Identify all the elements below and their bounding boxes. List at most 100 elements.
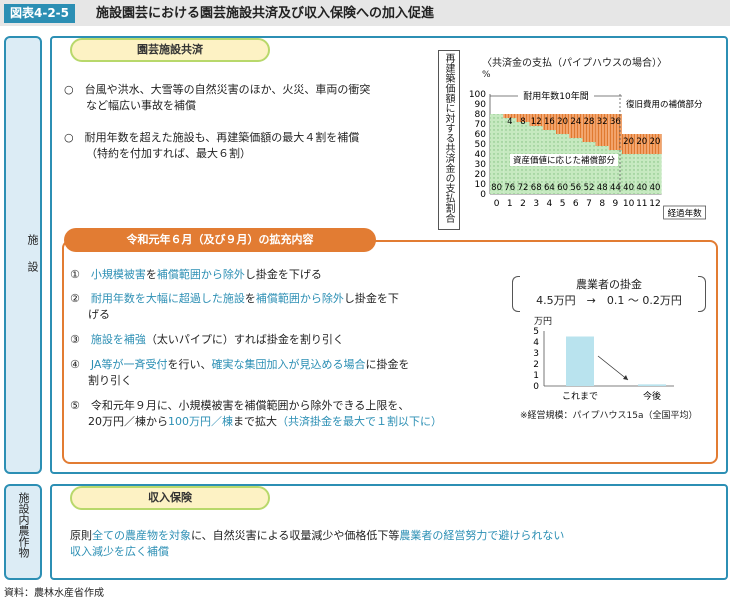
premium-y-tick: 0 — [533, 382, 539, 392]
item-2-highlight-a: 耐用年数を大幅に超過した施設 — [90, 292, 245, 305]
asset-annotation: 資産価値に応じた補償部分 — [513, 155, 616, 166]
item-5-number: ⑤ — [70, 399, 80, 412]
item-5-highlight-c: 100万円／棟 — [168, 415, 233, 428]
item-4-text-b: を行い、 — [167, 358, 212, 371]
income-text-c: に、自然災害による収量減少や価格低下等 — [191, 529, 400, 542]
asset-value-label: 40 — [636, 183, 647, 193]
item-1-number: ① — [70, 268, 80, 281]
income-line-1: 原則全ての農産物を対象に、自然災害による収量減少や価格低下等農業者の経営努力で避… — [70, 528, 564, 544]
chart-ylabel-box: 再建築価額に対する共済金の支払割合 — [438, 50, 460, 230]
premium-title: 農業者の掛金 — [576, 278, 642, 291]
x-tick-label: 2 — [520, 199, 526, 209]
bar-asset — [490, 114, 504, 194]
y-tick-label: 90 — [475, 100, 487, 110]
bar-recovery — [516, 114, 530, 122]
expansion-box — [62, 240, 718, 464]
item-1-text-d: し掛金を下げる — [244, 268, 322, 281]
x-tick-label: 9 — [613, 199, 619, 209]
item-5-text-b: 20万円／棟から — [88, 415, 168, 428]
asset-value-label: 76 — [504, 183, 515, 193]
premium-bracket-right — [698, 276, 706, 312]
recovery-value-label: 20 — [636, 137, 647, 147]
expansion-item-1: ① 小規模被害を補償範囲から除外し掛金を下げる — [70, 267, 322, 283]
title-bar — [0, 0, 730, 26]
item-4-number: ④ — [70, 358, 80, 371]
recovery-value-label: 36 — [610, 117, 621, 127]
premium-y-tick: 2 — [533, 360, 539, 370]
recovery-value-label: 28 — [584, 117, 595, 127]
item-2-line-2: げる — [88, 308, 110, 321]
income-highlight-b: 全ての農産物を対象 — [92, 529, 191, 542]
x-tick-label: 7 — [586, 199, 592, 209]
premium-bar-label: 今後 — [643, 390, 661, 402]
x-tick-label: 11 — [636, 199, 647, 209]
asset-value-label: 68 — [531, 183, 542, 193]
x-tick-label: 8 — [599, 199, 605, 209]
premium-y-tick: 3 — [533, 349, 539, 359]
x-tick-label: 6 — [573, 199, 579, 209]
kyosai-bullet-1-line-2: など幅広い事故を補償 — [86, 99, 196, 112]
bar-recovery — [608, 114, 622, 150]
asset-value-label: 40 — [623, 183, 634, 193]
chart-y-unit: % — [482, 70, 491, 80]
premium-y-tick: 4 — [533, 338, 539, 348]
y-tick-label: 0 — [480, 190, 486, 200]
asset-annotation-bg — [510, 154, 618, 166]
income-label: 収入保険 — [70, 486, 270, 510]
figure-title: 施設園芸における園芸施設共済及び収入保険への加入促進 — [96, 6, 435, 21]
bar-asset — [503, 118, 517, 194]
asset-value-label: 72 — [518, 183, 529, 193]
item-5-highlight-e: （共済掛金を最大で１割以下に） — [277, 415, 442, 428]
bar-recovery — [582, 114, 596, 142]
bar-recovery — [622, 134, 636, 154]
bar-asset — [648, 154, 662, 194]
income-line-2: 収入減少を広く補償 — [70, 545, 169, 558]
bar-recovery — [503, 114, 517, 118]
x-tick-label: 1 — [507, 199, 513, 209]
item-5-text-d: まで拡大 — [233, 415, 277, 428]
item-1-highlight-c: 補償範囲から除外 — [156, 268, 245, 281]
item-4-highlight-a: JA等が一斉受付 — [90, 358, 168, 371]
recovery-value-label: 24 — [570, 117, 581, 127]
item-1-highlight-a: 小規模被害 — [90, 268, 146, 281]
item-4-text-d: に掛金を — [365, 358, 410, 371]
bar-recovery — [556, 114, 570, 134]
bar-recovery — [635, 134, 649, 154]
premium-bar — [566, 336, 594, 386]
x-tick-label: 4 — [547, 199, 553, 209]
recovery-annotation: 復旧費用の補償部分 — [626, 99, 703, 110]
premium-bracket-left — [512, 276, 520, 312]
y-tick-label: 20 — [475, 170, 487, 180]
x-tick-label: 5 — [560, 199, 566, 209]
recovery-value-label: 20 — [623, 137, 634, 147]
y-tick-label: 60 — [475, 130, 487, 140]
premium-bar-label: これまで — [562, 391, 598, 402]
bar-recovery — [542, 114, 556, 130]
premium-arrow: → — [586, 294, 596, 307]
item-2-number: ② — [70, 292, 80, 305]
income-highlight-d: 農業者の経営努力で避けられない — [399, 529, 565, 542]
figure-tag: 図表4-2-5 — [4, 4, 76, 23]
y-tick-label: 40 — [475, 150, 487, 160]
asset-value-label: 52 — [584, 183, 595, 193]
bar-recovery — [569, 114, 583, 138]
bar-asset — [622, 154, 636, 194]
premium-change: 4.5万円 → 0.1 ～ 0.2万円 — [512, 292, 706, 308]
premium-note: ※経営規模：パイプハウス15a（全国平均） — [520, 411, 698, 421]
recovery-value-label: 8 — [520, 117, 525, 127]
item-3-text-b: （太いパイプに）すれば掛金を割り引く — [145, 333, 344, 346]
expansion-item-3: ③ 施設を補強（太いパイプに）すれば掛金を割り引く — [70, 332, 344, 348]
asset-value-label: 44 — [610, 183, 621, 193]
tab-crops: 施設内農作物 — [4, 484, 42, 580]
x-tick-label: 10 — [623, 199, 635, 209]
chart-ylabel: 再建築価額に対する共済金の支払割合 — [443, 53, 454, 223]
x-axis-label: 経過年数 — [668, 208, 703, 219]
kyosai-label: 園芸施設共済 — [70, 38, 270, 62]
x-label-box — [663, 205, 707, 220]
x-tick-label: 12 — [649, 199, 660, 209]
y-tick-label: 50 — [475, 140, 487, 150]
premium-from: 4.5万円 — [536, 294, 576, 307]
asset-value-label: 64 — [544, 183, 555, 193]
y-tick-label: 10 — [475, 180, 487, 190]
